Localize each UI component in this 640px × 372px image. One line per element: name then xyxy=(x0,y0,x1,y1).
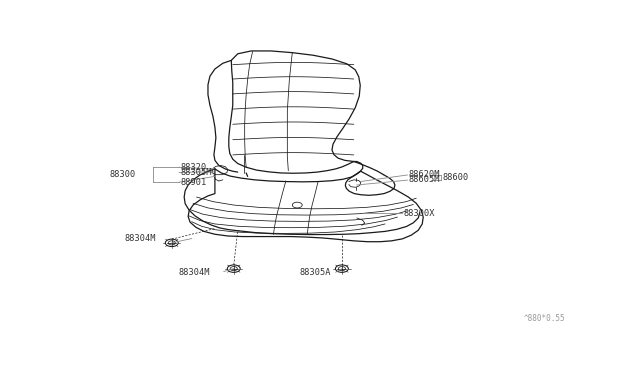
Text: 88305M: 88305M xyxy=(180,168,212,177)
Text: 88901: 88901 xyxy=(180,178,207,187)
Text: 88300X: 88300X xyxy=(403,209,435,218)
Text: 88605M: 88605M xyxy=(408,175,440,185)
Text: 88304M: 88304M xyxy=(125,234,156,243)
Text: 88300: 88300 xyxy=(110,170,136,179)
Text: 88304M: 88304M xyxy=(178,268,210,277)
Text: ^880*0.55: ^880*0.55 xyxy=(524,314,565,323)
Text: 88320: 88320 xyxy=(180,163,207,172)
Text: 88305A: 88305A xyxy=(300,269,331,278)
Text: 88600: 88600 xyxy=(442,173,468,182)
Text: 88620M: 88620M xyxy=(408,170,440,179)
